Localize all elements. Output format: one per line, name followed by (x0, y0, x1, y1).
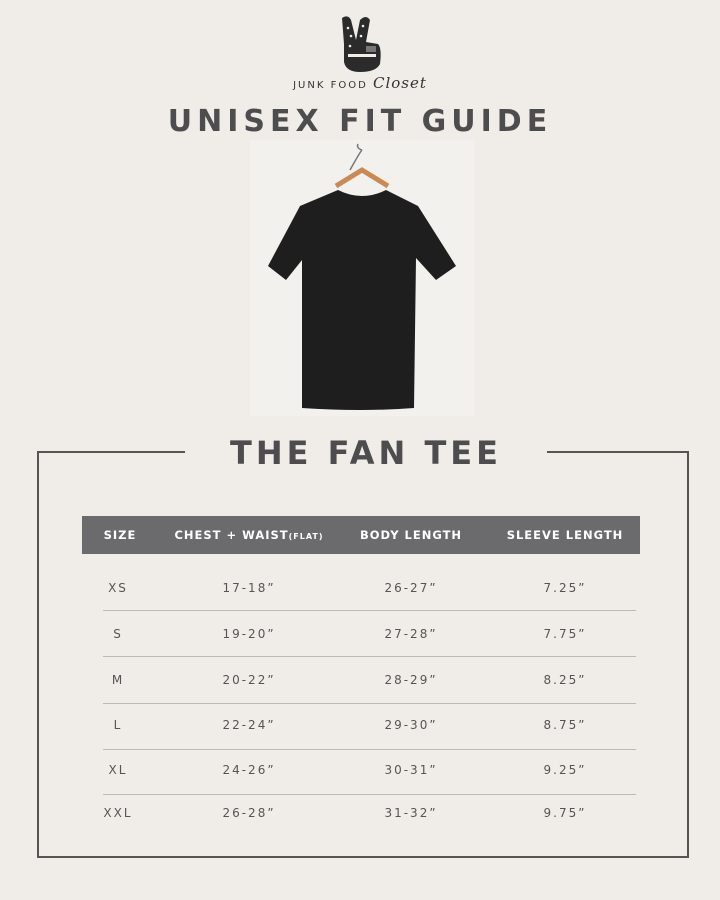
header-sleeve: SLEEVE LENGTH (506, 528, 624, 542)
cell-chest: 19-20” (222, 627, 276, 641)
size-chart-frame (37, 451, 689, 858)
cell-size: XXL (103, 806, 133, 820)
row-divider (103, 610, 636, 611)
header-chest-note: (FLAT) (288, 532, 324, 541)
header-body: BODY LENGTH (359, 528, 463, 542)
cell-sleeve: 7.75” (543, 627, 587, 641)
header-chest: CHEST + WAIST(FLAT) (174, 528, 323, 542)
brand-name-prefix: JUNK FOOD (293, 80, 368, 91)
cell-chest: 17-18” (222, 581, 276, 595)
row-divider (103, 703, 636, 704)
row-divider (103, 794, 636, 795)
row-divider (103, 656, 636, 657)
brand-name-script: Closet (372, 74, 427, 92)
cell-sleeve: 8.25” (543, 673, 587, 687)
cell-sleeve: 8.75” (543, 718, 587, 732)
cell-size: S (113, 627, 123, 641)
cell-size: XS (108, 581, 128, 595)
cell-chest: 22-24” (222, 718, 276, 732)
header-size: SIZE (103, 528, 137, 542)
brand-name: JUNK FOOD Closet (0, 74, 720, 92)
cell-sleeve: 9.75” (543, 806, 587, 820)
cell-size: M (111, 673, 125, 687)
cell-size: XL (108, 763, 128, 777)
cell-chest: 24-26” (222, 763, 276, 777)
product-image (250, 140, 475, 416)
peace-hand-icon (342, 16, 381, 72)
product-name: THE FAN TEE (185, 434, 547, 472)
header-chest-label: CHEST + WAIST (174, 528, 289, 542)
tshirt-image (268, 143, 456, 410)
cell-body: 28-29” (384, 673, 438, 687)
cell-chest: 26-28” (222, 806, 276, 820)
cell-body: 27-28” (384, 627, 438, 641)
cell-sleeve: 9.25” (543, 763, 587, 777)
cell-size: L (113, 718, 123, 732)
table-header: SIZE CHEST + WAIST(FLAT) BODY LENGTH SLE… (82, 516, 640, 554)
page-title: UNISEX FIT GUIDE (167, 104, 553, 139)
cell-body: 26-27” (384, 581, 438, 595)
cell-body: 29-30” (384, 718, 438, 732)
cell-sleeve: 7.25” (543, 581, 587, 595)
cell-body: 30-31” (384, 763, 438, 777)
cell-chest: 20-22” (222, 673, 276, 687)
row-divider (103, 749, 636, 750)
cell-body: 31-32” (384, 806, 438, 820)
